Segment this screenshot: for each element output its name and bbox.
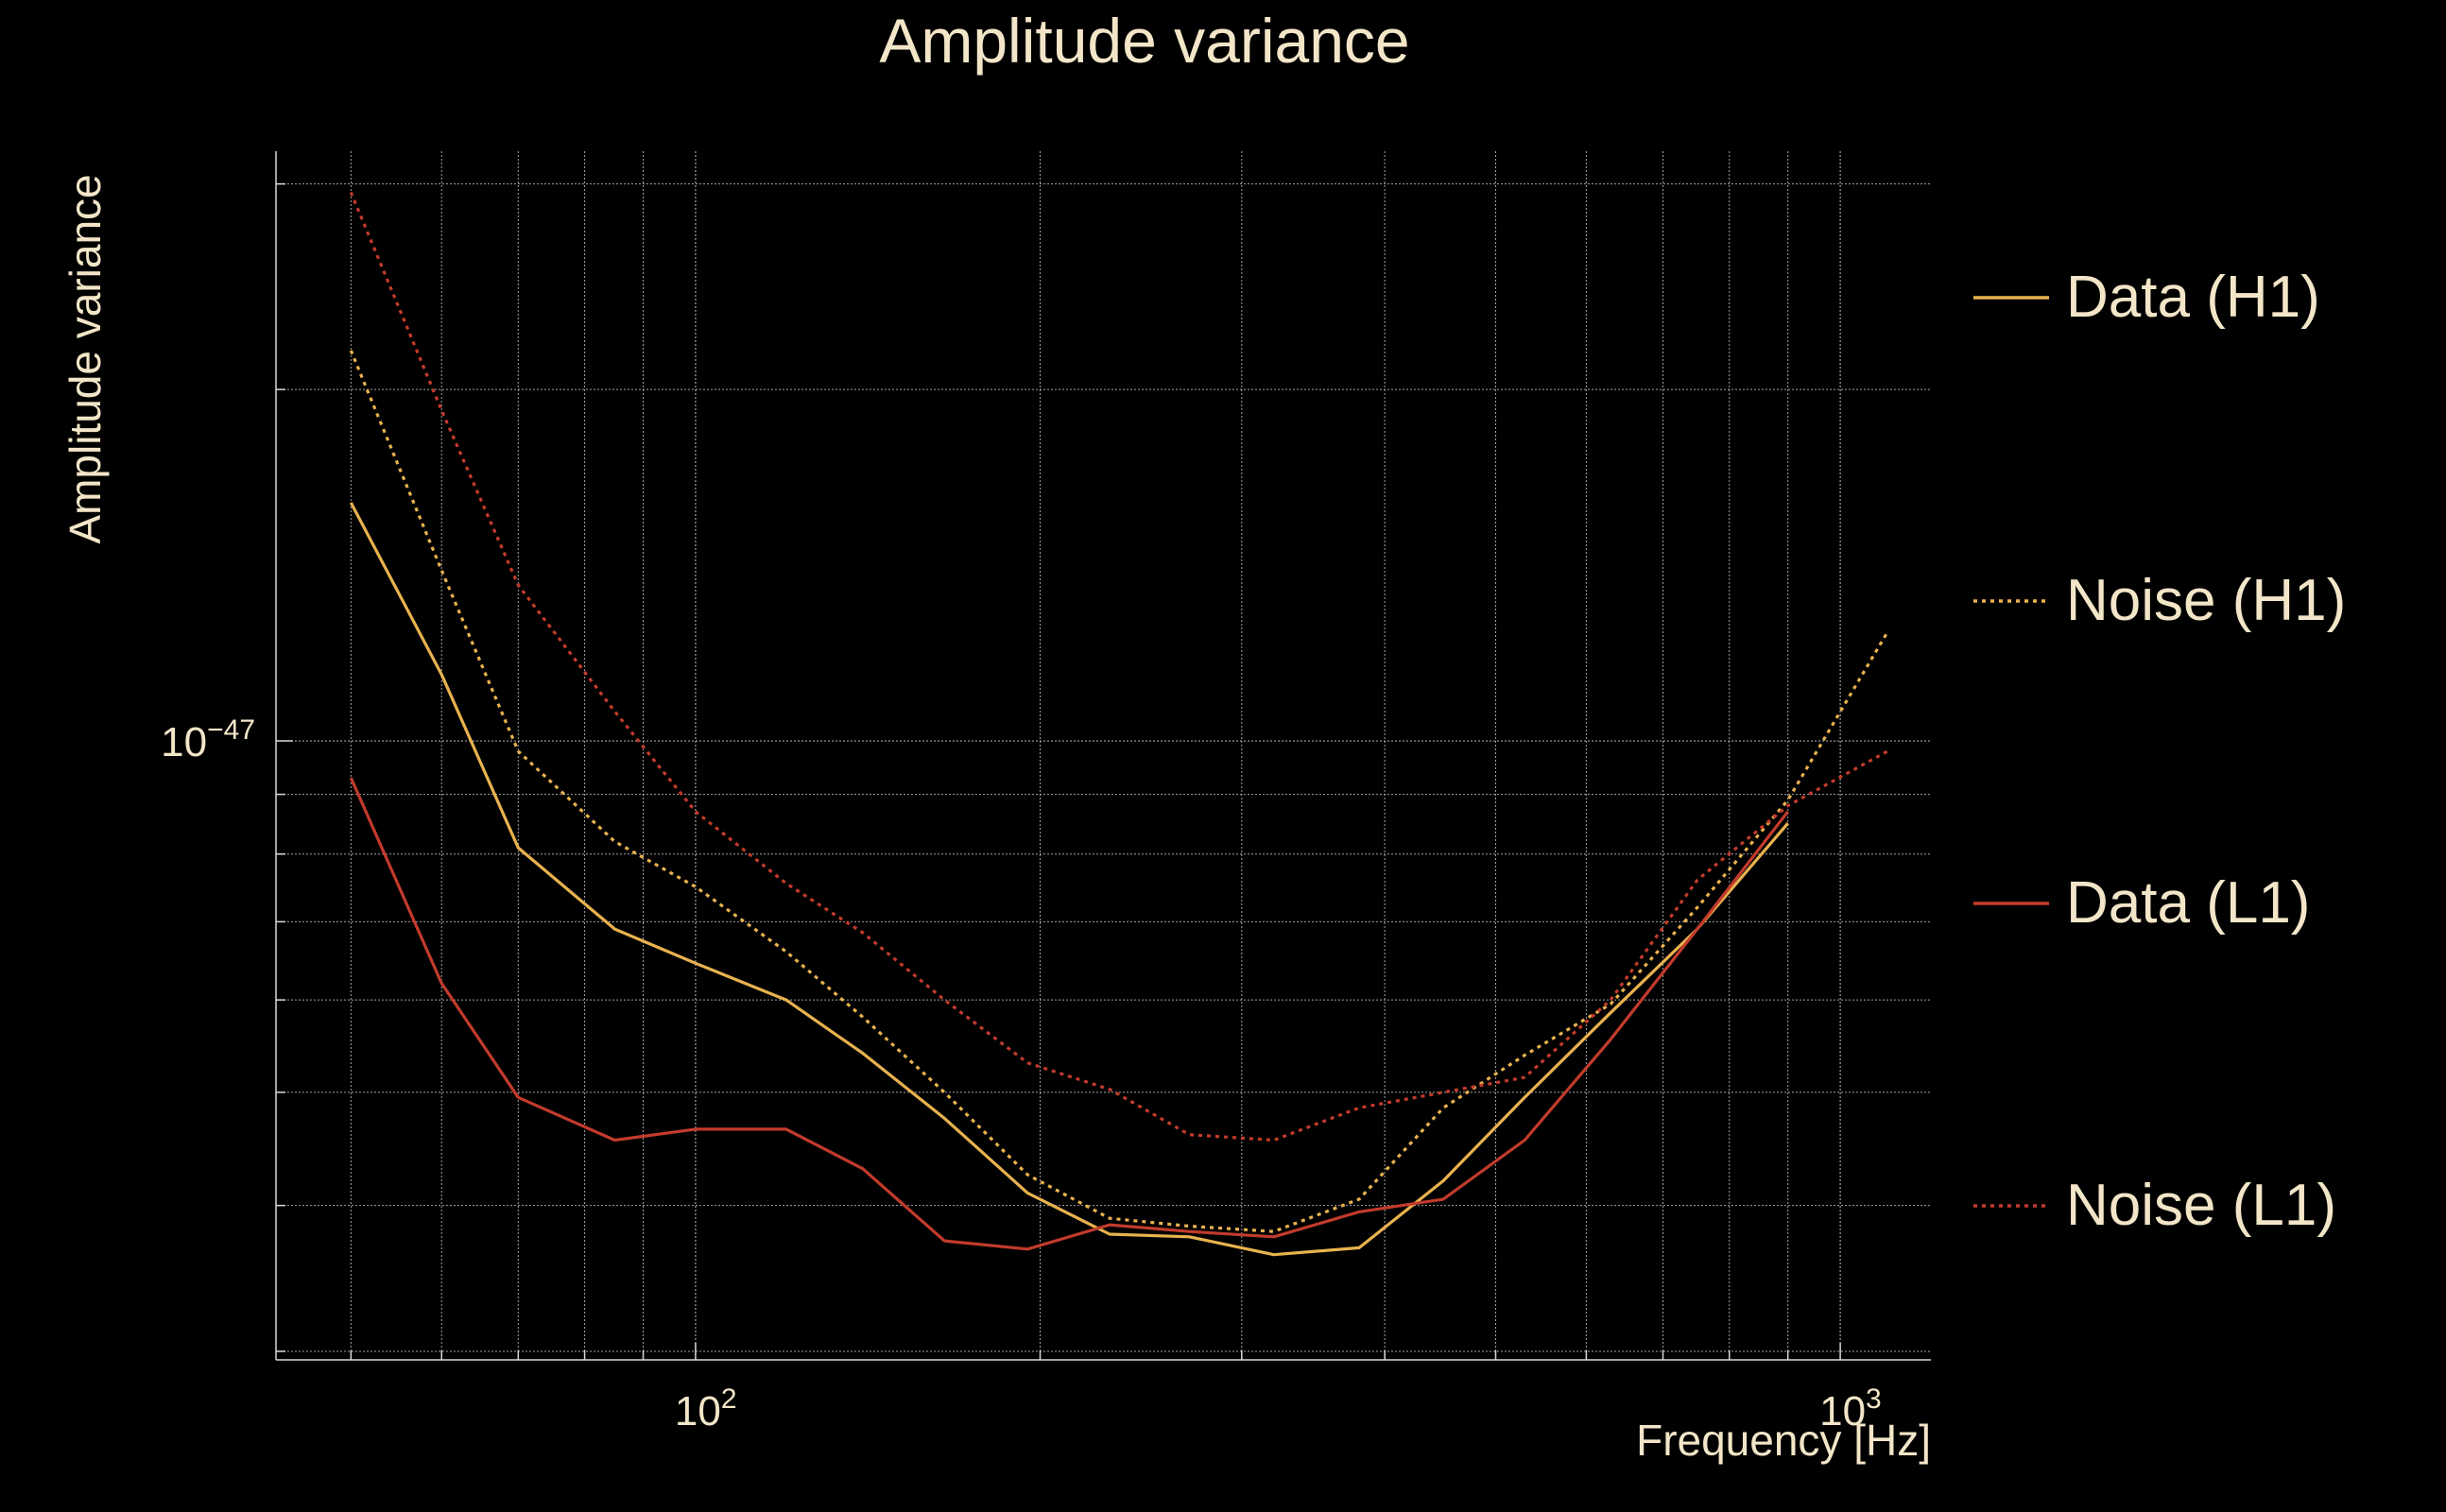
series-line-3	[349, 191, 1888, 1143]
legend-label-0: Data (H1)	[2066, 265, 2320, 330]
grid-lines	[276, 151, 1931, 1360]
legend-label-2: Data (L1)	[2066, 870, 2310, 936]
y-axis-label: Amplitude variance	[60, 174, 110, 543]
legend-label-1: Noise (H1)	[2066, 568, 2346, 633]
tick-labels: 102 103 10−47	[161, 714, 1882, 1435]
y-tick-label: 10−47	[161, 714, 255, 765]
x-tick-label: 103	[1819, 1383, 1882, 1435]
chart-title: Amplitude variance	[879, 6, 1409, 76]
legend: Data (H1) Noise (H1) Data (L1) Noise (L1)	[1973, 265, 2346, 1238]
x-tick-label: 102	[675, 1383, 737, 1435]
x-axis-label: Frequency [Hz]	[1636, 1416, 1931, 1465]
series-lines	[349, 191, 1889, 1257]
series-line-1	[349, 350, 1889, 1233]
series-line-2	[349, 777, 1789, 1251]
legend-label-3: Noise (L1)	[2066, 1173, 2336, 1238]
series-line-0	[349, 502, 1789, 1257]
axes	[275, 151, 1931, 1361]
